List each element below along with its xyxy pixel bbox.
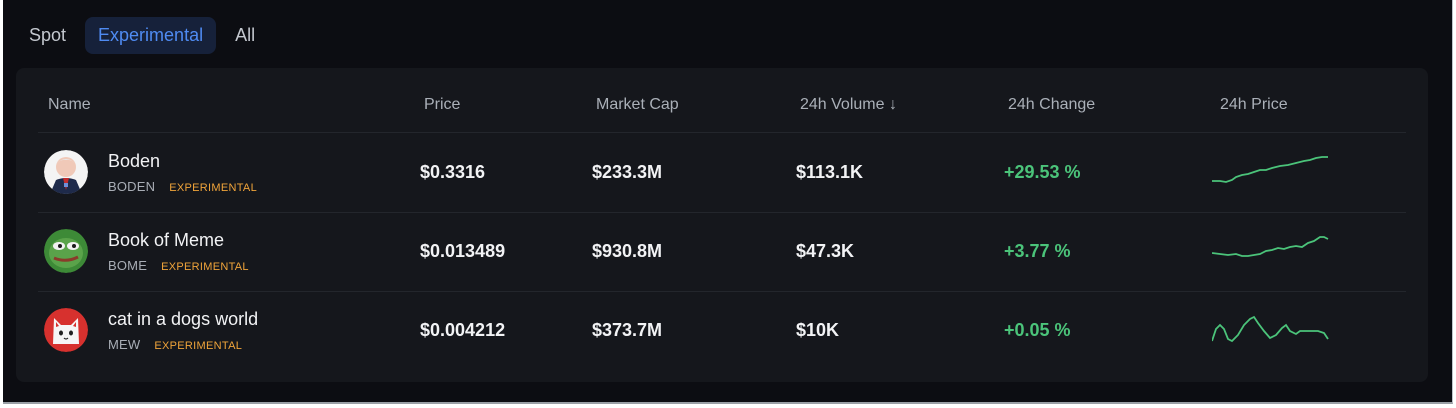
header-change[interactable]: 24h Change [1008, 96, 1096, 113]
tab-spot[interactable]: Spot [29, 25, 67, 45]
experimental-badge: EXPERIMENTAL [161, 261, 249, 273]
price-value: $0.013489 [420, 241, 506, 261]
volume-value: $113.1K [796, 162, 864, 182]
price-sparkline [1212, 315, 1329, 343]
header-price[interactable]: Price [424, 96, 461, 113]
symbol-text: BOME [108, 258, 148, 273]
boden-avatar-icon [44, 150, 88, 194]
asset-name: Boden [108, 151, 161, 171]
asset-name: Book of Meme [108, 230, 225, 250]
table-row[interactable]: cat in a dogs world MEW EXPERIMENTAL $0.0… [38, 291, 1406, 370]
pepe-avatar-icon [44, 229, 88, 273]
header-market-cap[interactable]: Market Cap [596, 96, 679, 113]
header-24h-price: 24h Price [1220, 96, 1288, 113]
header-name[interactable]: Name [48, 96, 91, 113]
experimental-badge: EXPERIMENTAL [169, 182, 257, 194]
price-sparkline [1212, 236, 1329, 257]
change-value: +29.53 % [1004, 162, 1081, 182]
change-value: +0.05 % [1004, 320, 1071, 340]
table-header: Name Price Market Cap 24h Volume ↓ 24h C… [38, 68, 1406, 133]
markets-window: Spot Experimental All Name Price Market … [3, 0, 1453, 404]
change-value: +3.77 % [1004, 241, 1071, 261]
tab-all[interactable]: All [235, 25, 256, 45]
header-volume-sorted[interactable]: 24h Volume ↓ [800, 96, 897, 113]
market-cap-value: $930.8M [592, 241, 663, 261]
symbol-text: MEW [108, 337, 141, 352]
table-row[interactable]: Book of Meme BOME EXPERIMENTAL $0.013489 … [38, 212, 1406, 292]
asset-symbol: BODEN EXPERIMENTAL [108, 179, 257, 194]
volume-value: $10K [796, 320, 840, 340]
market-cap-value: $373.7M [592, 320, 663, 340]
price-value: $0.3316 [420, 162, 486, 182]
asset-name: cat in a dogs world [108, 309, 259, 329]
market-tabs: Spot Experimental All [16, 17, 268, 54]
tab-experimental[interactable]: Experimental [85, 17, 217, 54]
asset-symbol: MEW EXPERIMENTAL [108, 337, 242, 352]
cat-avatar-icon [44, 308, 88, 352]
table-row[interactable]: Boden BODEN EXPERIMENTAL $0.3316 $233.3M … [38, 133, 1406, 213]
markets-table: Name Price Market Cap 24h Volume ↓ 24h C… [16, 68, 1428, 382]
price-sparkline [1212, 156, 1328, 183]
market-cap-value: $233.3M [592, 162, 663, 182]
asset-symbol: BOME EXPERIMENTAL [108, 258, 249, 273]
price-value: $0.004212 [420, 320, 506, 340]
symbol-text: BODEN [108, 179, 156, 194]
volume-value: $47.3K [796, 241, 855, 261]
experimental-badge: EXPERIMENTAL [154, 340, 243, 352]
